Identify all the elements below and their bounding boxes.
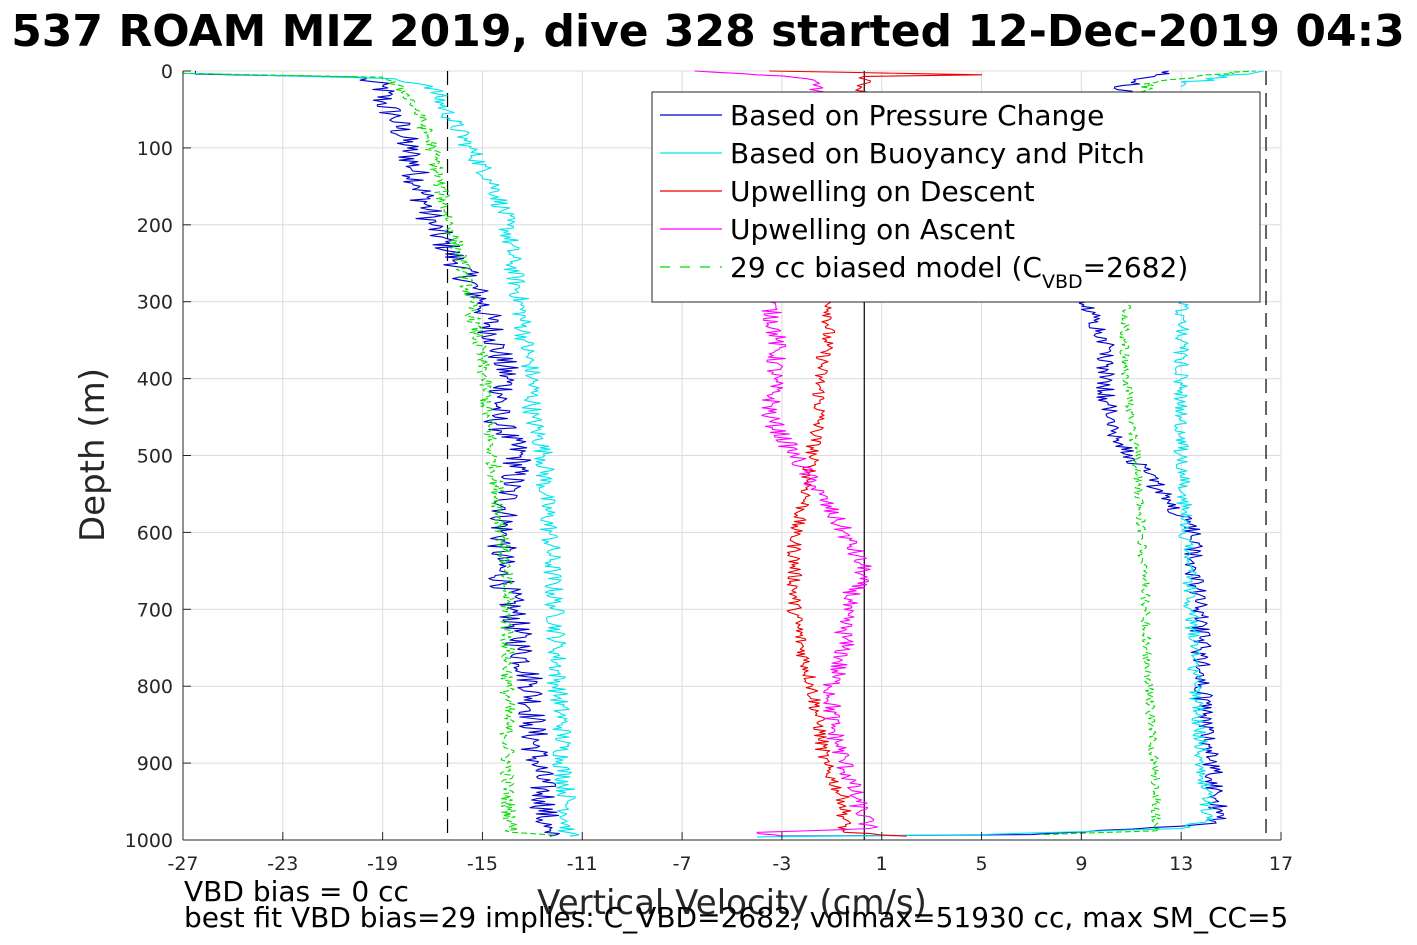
x-tick-label: 13 xyxy=(1169,853,1193,875)
x-tick-label: -3 xyxy=(772,853,791,875)
x-tick-label: -15 xyxy=(467,853,498,875)
x-tick-label: 9 xyxy=(1075,853,1087,875)
y-tick-label: 400 xyxy=(137,369,173,391)
series-line xyxy=(1043,301,1162,836)
x-tick-label: 1 xyxy=(876,853,888,875)
legend-label: Based on Buoyancy and Pitch xyxy=(730,137,1145,170)
legend-box xyxy=(651,91,1261,303)
y-tick-label: 900 xyxy=(137,753,173,775)
chart-title: 537 ROAM MIZ 2019, dive 328 started 12-D… xyxy=(11,6,1405,57)
legend-label: Based on Pressure Change xyxy=(730,99,1104,132)
x-tick-label: -7 xyxy=(673,853,692,875)
series-line xyxy=(1113,70,1170,95)
series-group xyxy=(182,70,1264,838)
series-line xyxy=(781,301,1228,837)
note-best-fit: best fit VBD bias=29 implies: C_VBD=2682… xyxy=(184,901,1289,934)
legend-label: Upwelling on Ascent xyxy=(730,213,1015,246)
series-line xyxy=(182,71,580,837)
x-tick-label: -19 xyxy=(367,853,398,875)
x-axis-label: Vertical Velocity (cm/s) xyxy=(537,883,927,923)
tick-labels: -27 -23 -19 -15 -11 -7 -3 1 5 9 13 17 0 100 200 300 400 5… xyxy=(125,61,1293,875)
note-vbd-bias: VBD bias = 0 cc xyxy=(184,875,409,908)
y-tick-label: 0 xyxy=(161,61,173,83)
series-line xyxy=(182,71,558,836)
x-tick-label: -23 xyxy=(267,853,298,875)
axes xyxy=(182,70,1282,841)
series-line xyxy=(1180,70,1264,87)
y-tick-label: 1000 xyxy=(125,830,173,852)
series-line xyxy=(1131,70,1257,95)
y-tick-label: 200 xyxy=(137,215,173,237)
series-line xyxy=(194,71,560,837)
y-tick-label: 700 xyxy=(137,599,173,621)
y-axis-label: Depth (m) xyxy=(73,368,113,542)
x-tick-label: -11 xyxy=(567,853,598,875)
x-tick-label: -27 xyxy=(167,853,198,875)
y-tick-label: 500 xyxy=(137,446,173,468)
series-line xyxy=(756,301,1214,838)
x-tick-label: 5 xyxy=(975,853,987,875)
y-tick-label: 300 xyxy=(137,292,173,314)
legend-label: Upwelling on Descent xyxy=(730,175,1035,208)
y-tick-label: 100 xyxy=(137,138,173,160)
x-tick-label: 17 xyxy=(1269,853,1293,875)
legend: Based on Pressure Change Based on Buoyanc… xyxy=(651,91,1261,303)
y-tick-label: 800 xyxy=(137,676,173,698)
legend-label: 29 cc biased model (CVBD=2682) xyxy=(730,251,1188,293)
y-tick-label: 600 xyxy=(137,522,173,544)
